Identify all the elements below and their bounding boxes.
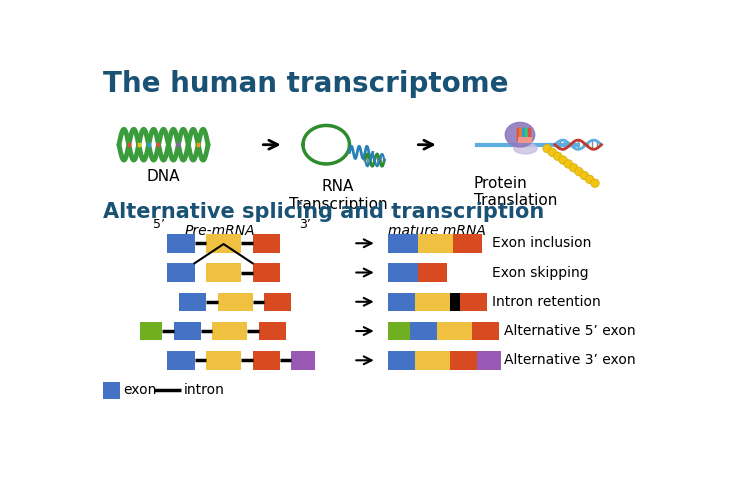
Bar	[264, 292, 291, 311]
Bar	[167, 234, 194, 252]
Bar	[460, 292, 487, 311]
Bar	[206, 264, 241, 282]
Bar	[259, 322, 286, 340]
Bar	[103, 382, 120, 399]
Bar	[206, 234, 241, 252]
Circle shape	[574, 168, 584, 176]
Ellipse shape	[506, 122, 535, 147]
Text: Exon inclusion: Exon inclusion	[492, 236, 592, 250]
Bar	[388, 234, 418, 252]
Bar	[388, 264, 418, 282]
Circle shape	[569, 164, 578, 172]
Bar	[418, 234, 452, 252]
Text: Exon skipping: Exon skipping	[492, 266, 589, 280]
Bar	[518, 137, 532, 143]
Circle shape	[586, 175, 594, 184]
Bar	[173, 322, 201, 340]
Text: Alternative 3’ exon: Alternative 3’ exon	[505, 354, 636, 368]
Bar	[388, 322, 410, 340]
Bar	[179, 292, 206, 311]
Bar	[140, 322, 162, 340]
Circle shape	[548, 148, 556, 156]
Bar	[437, 322, 472, 340]
Bar	[167, 351, 194, 370]
Circle shape	[591, 179, 599, 188]
Bar	[452, 234, 482, 252]
Circle shape	[559, 156, 567, 164]
Ellipse shape	[514, 143, 537, 154]
Text: Alternative 5’ exon: Alternative 5’ exon	[505, 324, 636, 338]
Bar	[291, 351, 315, 370]
Text: Protein
Translation: Protein Translation	[473, 176, 556, 208]
Bar	[450, 292, 460, 311]
Text: Intron retention: Intron retention	[492, 295, 601, 309]
Bar	[217, 292, 253, 311]
Text: RNA
Transcription: RNA Transcription	[289, 180, 387, 212]
Text: 3’: 3’	[299, 218, 311, 231]
Text: Alternative splicing and transcription: Alternative splicing and transcription	[103, 202, 544, 222]
Bar	[388, 351, 416, 370]
Text: 5’: 5’	[153, 218, 165, 231]
Circle shape	[564, 160, 573, 168]
Bar	[477, 351, 501, 370]
Text: DNA: DNA	[147, 170, 180, 184]
Circle shape	[554, 152, 562, 160]
Bar	[212, 322, 248, 340]
Bar	[388, 292, 416, 311]
Bar	[253, 264, 280, 282]
Bar	[416, 292, 450, 311]
Text: Pre-mRNA: Pre-mRNA	[184, 224, 256, 238]
Bar	[418, 264, 447, 282]
Bar	[416, 351, 450, 370]
Bar	[253, 351, 280, 370]
Bar	[450, 351, 477, 370]
Circle shape	[543, 144, 551, 153]
Text: The human transcriptome: The human transcriptome	[103, 70, 508, 98]
Text: exon: exon	[123, 382, 157, 396]
Bar	[206, 351, 241, 370]
Circle shape	[580, 172, 589, 179]
Text: intron: intron	[184, 382, 224, 396]
Bar	[253, 234, 280, 252]
Text: mature mRNA: mature mRNA	[388, 224, 486, 238]
Bar	[410, 322, 437, 340]
Bar	[167, 264, 194, 282]
Bar	[472, 322, 499, 340]
